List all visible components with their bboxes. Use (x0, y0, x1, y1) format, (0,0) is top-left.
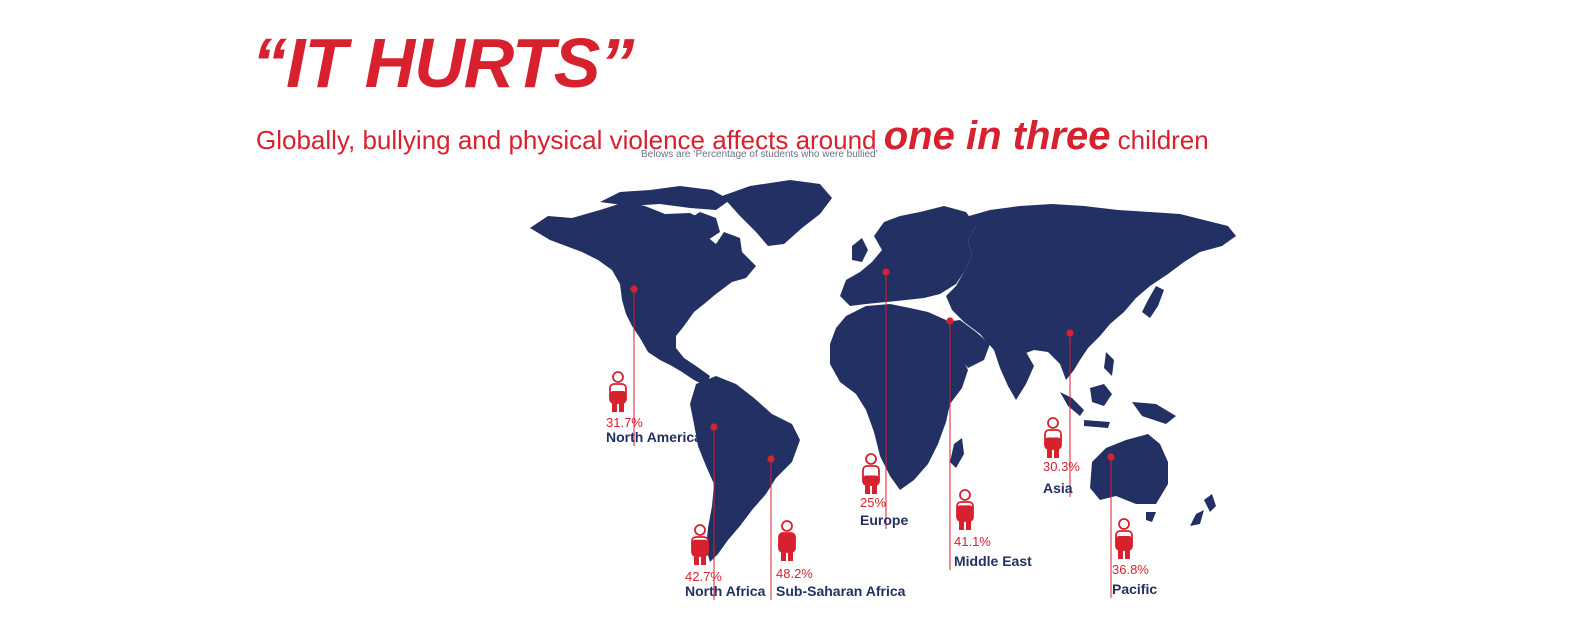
europe-percent-label: 25% (860, 495, 886, 510)
north-america-map-dot (630, 285, 638, 293)
pacific-map-dot (1107, 453, 1115, 461)
asia-region-label: Asia (1043, 480, 1073, 496)
pacific-marker: 36.8% Pacific (1107, 453, 1157, 598)
sub-saharan-africa-fill-level (779, 533, 795, 552)
person-icon (1115, 518, 1133, 559)
arabian-peninsula (944, 320, 990, 368)
person-icon (956, 489, 974, 530)
sumatra (1060, 392, 1084, 416)
person-icon (862, 453, 880, 494)
world-map (530, 180, 1236, 562)
page-title: “IT HURTS” (252, 24, 634, 102)
north-america-landmass (530, 202, 756, 386)
middle-east-marker: 41.1% Middle East (946, 317, 1032, 570)
middle-east-region-label: Middle East (954, 553, 1032, 569)
north-africa-map-dot (710, 423, 718, 431)
asia-landmass (946, 204, 1236, 380)
indian-subcontinent (994, 346, 1034, 400)
north-africa-percent-label: 42.7% (685, 569, 722, 584)
madagascar (950, 438, 964, 468)
baffin-island (684, 212, 720, 240)
europe-fill-level (863, 475, 879, 485)
pacific-percent-label: 36.8% (1112, 562, 1149, 577)
new-guinea (1132, 402, 1176, 424)
greenland-landmass (722, 180, 832, 246)
british-isles (852, 238, 868, 262)
arctic-islands (600, 186, 730, 210)
sub-saharan-africa-marker: 48.2% Sub-Saharan Africa (767, 455, 906, 600)
japan (1142, 286, 1164, 318)
middle-east-map-dot (946, 317, 954, 325)
europe-marker: 25% Europe (860, 268, 908, 529)
sub-saharan-africa-map-dot (767, 455, 775, 463)
europe-map-dot (882, 268, 890, 276)
subtitle-end: children (1110, 125, 1209, 155)
pacific-region-label: Pacific (1112, 581, 1157, 597)
asia-map-dot (1066, 329, 1074, 337)
north-america-percent-label: 31.7% (606, 415, 643, 430)
person-icon (778, 520, 796, 561)
africa-landmass (830, 304, 968, 490)
north-america-marker: 31.7%North America (606, 285, 702, 446)
north-america-fill-level (610, 390, 626, 403)
europe-region-label: Europe (860, 512, 908, 528)
subtitle-text: Globally, bullying and physical violence… (256, 125, 884, 155)
asia-fill-level (1045, 437, 1061, 449)
sub-saharan-africa-region-label: Sub-Saharan Africa (776, 583, 906, 599)
subtitle-emphasis: one in three (883, 114, 1111, 158)
philippines (1104, 352, 1114, 376)
asia-percent-label: 30.3% (1043, 459, 1080, 474)
person-icon (609, 371, 627, 412)
middle-east-percent-label: 41.1% (954, 534, 991, 549)
south-america-landmass (690, 376, 800, 562)
north-america-region-label: North America (606, 429, 702, 445)
asia-marker: 30.3% Asia (1043, 329, 1080, 497)
chart-note: Belows are ‘Percentage of students who w… (641, 149, 878, 160)
australia-landmass (1090, 434, 1168, 504)
pacific-fill-level (1116, 536, 1132, 550)
borneo (1090, 384, 1112, 406)
middle-east-fill-level (957, 505, 973, 521)
north-africa-marker: 42.7%North Africa (685, 423, 766, 600)
north-africa-region-label: North Africa (685, 583, 766, 599)
subtitle: Globally, bullying and physical violence… (256, 112, 1209, 160)
java (1084, 420, 1110, 428)
person-icon (1044, 417, 1062, 458)
north-africa-fill-level (692, 539, 708, 556)
europe-landmass (840, 206, 976, 306)
sub-saharan-africa-percent-label: 48.2% (776, 566, 813, 581)
tasmania (1146, 512, 1156, 522)
person-icon (691, 524, 709, 565)
new-zealand (1190, 494, 1216, 526)
